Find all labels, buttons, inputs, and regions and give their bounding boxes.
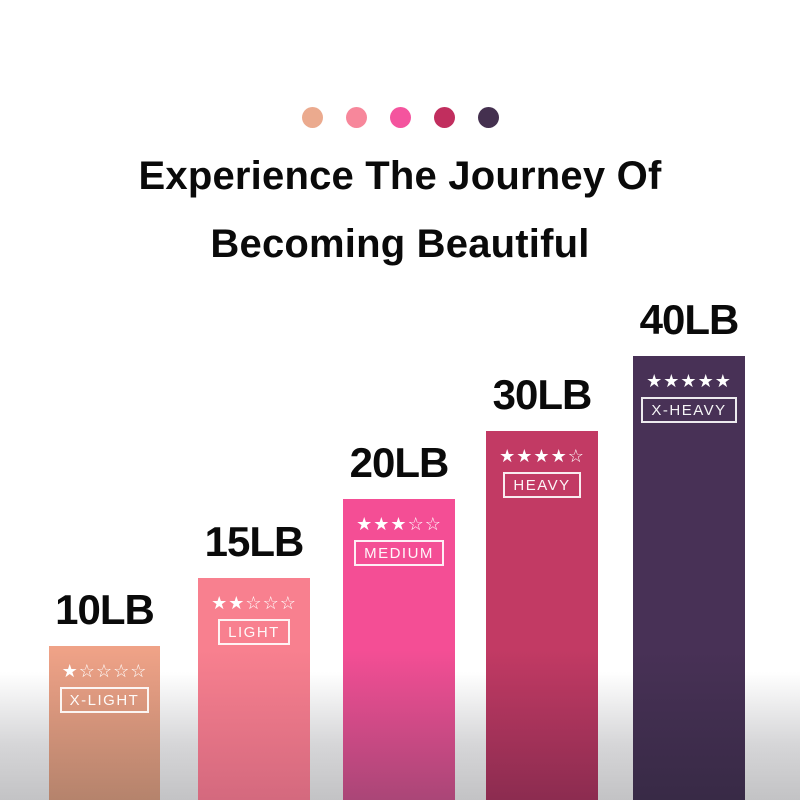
weight-label-20lb: 20LB xyxy=(349,439,450,486)
resistance-badge-heavy: HEAVY xyxy=(503,472,581,498)
palette-dot-x-heavy xyxy=(477,107,499,128)
weight-label-30lb: 30LB xyxy=(492,371,593,418)
bar-15lb: ★★☆☆☆ LIGHT xyxy=(198,578,310,800)
weight-label-40lb: 40LB xyxy=(639,296,740,343)
bar-group-10lb: 10LB ★☆☆☆☆ X-LIGHT xyxy=(49,589,160,800)
resistance-badge-x-heavy: X-HEAVY xyxy=(641,397,737,423)
star-rating-1-of-5: ★☆☆☆☆ xyxy=(61,661,148,681)
resistance-badge-medium: MEDIUM xyxy=(354,540,444,566)
bar-group-20lb: 20LB ★★★☆☆ MEDIUM xyxy=(343,442,455,800)
weight-label-10lb: 10LB xyxy=(55,586,155,633)
star-rating-4-of-5: ★★★★☆ xyxy=(499,446,585,466)
palette-dots xyxy=(0,107,800,128)
bar-10lb: ★☆☆☆☆ X-LIGHT xyxy=(49,646,160,800)
palette-dot-medium xyxy=(389,107,411,128)
palette-dot-x-light xyxy=(301,107,323,128)
bar-group-30lb: 30LB ★★★★☆ HEAVY xyxy=(486,374,598,800)
palette-dot-light xyxy=(345,107,367,128)
star-rating-3-of-5: ★★★☆☆ xyxy=(356,514,442,534)
star-rating-5-of-5: ★★★★★ xyxy=(646,371,732,391)
palette-dot-heavy xyxy=(433,107,455,128)
title-line-1: Experience The Journey Of xyxy=(138,154,662,198)
bar-20lb: ★★★☆☆ MEDIUM xyxy=(343,499,455,800)
star-rating-2-of-5: ★★☆☆☆ xyxy=(211,593,297,613)
bar-group-15lb: 15LB ★★☆☆☆ LIGHT xyxy=(198,521,310,800)
weight-label-15lb: 15LB xyxy=(204,518,305,565)
resistance-badge-light: LIGHT xyxy=(218,619,290,645)
bar-30lb: ★★★★☆ HEAVY xyxy=(486,431,598,800)
title-line-2: Becoming Beautiful xyxy=(210,222,590,266)
bar-group-40lb: 40LB ★★★★★ X-HEAVY xyxy=(633,299,745,800)
page-title: Experience The Journey Of Becoming Beaut… xyxy=(0,142,800,278)
bar-40lb: ★★★★★ X-HEAVY xyxy=(633,356,745,800)
resistance-badge-x-light: X-LIGHT xyxy=(59,687,150,713)
